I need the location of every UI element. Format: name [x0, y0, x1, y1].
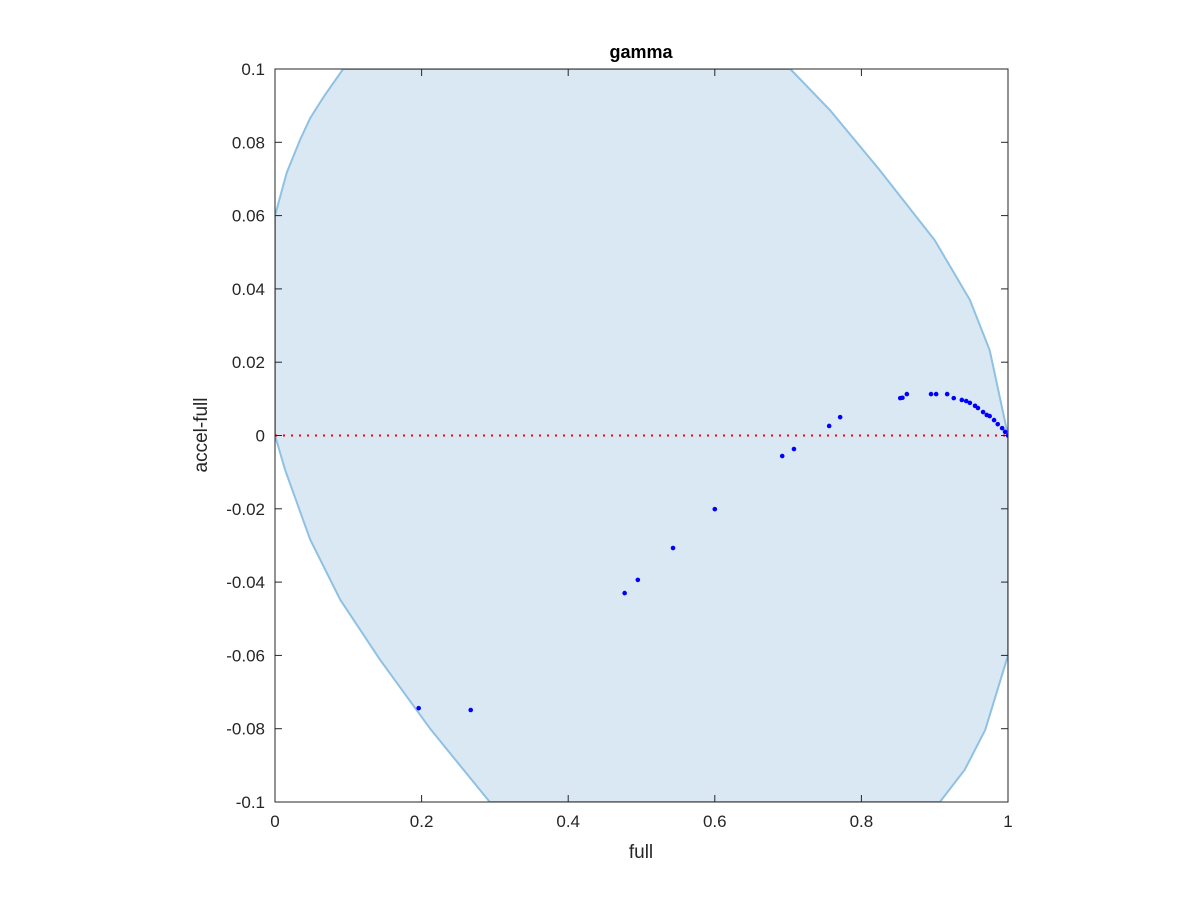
data-point: [991, 417, 997, 423]
data-point: [791, 446, 797, 452]
y-tick-label: 0.04: [232, 280, 265, 299]
y-axis-label: accel-full: [191, 398, 212, 473]
plot-area: [275, 69, 1008, 802]
data-point: [951, 395, 957, 401]
data-point: [1002, 429, 1008, 435]
x-tick-label: 0: [270, 812, 279, 831]
data-point: [959, 397, 965, 403]
data-point: [999, 425, 1005, 431]
y-tick-label: -0.04: [226, 573, 265, 592]
y-tick-label: 0: [256, 427, 265, 446]
y-tick-label: -0.02: [226, 500, 265, 519]
data-point: [980, 409, 986, 415]
y-tick-label: 0.1: [241, 60, 265, 79]
data-point: [987, 413, 992, 419]
data-point: [967, 400, 973, 406]
x-tick-label: 0.4: [556, 812, 580, 831]
data-point: [900, 395, 905, 401]
data-point: [933, 391, 939, 397]
data-point: [712, 506, 718, 512]
data-point: [622, 590, 627, 596]
stability-region: [275, 69, 1008, 802]
chart-title: gamma: [609, 42, 673, 62]
axis-ticks: 0 0.2 0.4 0.6 0.8 1 -0.1 -0.08 -0.06 -0.04 -0.02 0 0…: [226, 60, 1012, 831]
data-point: [975, 405, 981, 411]
data-point: [944, 391, 950, 397]
x-tick-label: 1: [1003, 812, 1012, 831]
x-tick-label: 0.6: [703, 812, 727, 831]
y-tick-label: 0.08: [232, 133, 265, 152]
data-point: [826, 423, 832, 429]
data-points: [416, 391, 1008, 713]
y-tick-label: -0.06: [226, 646, 265, 665]
data-point: [416, 705, 421, 711]
x-axis-label: full: [629, 842, 653, 863]
data-point: [995, 421, 1001, 427]
x-tick-label: 0.8: [850, 812, 874, 831]
data-point: [670, 545, 676, 551]
data-point: [837, 414, 843, 420]
y-tick-label: -0.1: [236, 793, 265, 812]
data-point: [779, 453, 785, 459]
x-tick-label: 0.2: [410, 812, 434, 831]
data-point: [928, 391, 934, 397]
y-tick-label: 0.06: [232, 207, 265, 226]
y-tick-label: 0.02: [232, 353, 265, 372]
data-point: [468, 707, 474, 713]
data-point: [904, 391, 910, 397]
data-point: [963, 398, 969, 404]
y-tick-label: -0.08: [226, 720, 265, 739]
data-point: [635, 577, 641, 583]
